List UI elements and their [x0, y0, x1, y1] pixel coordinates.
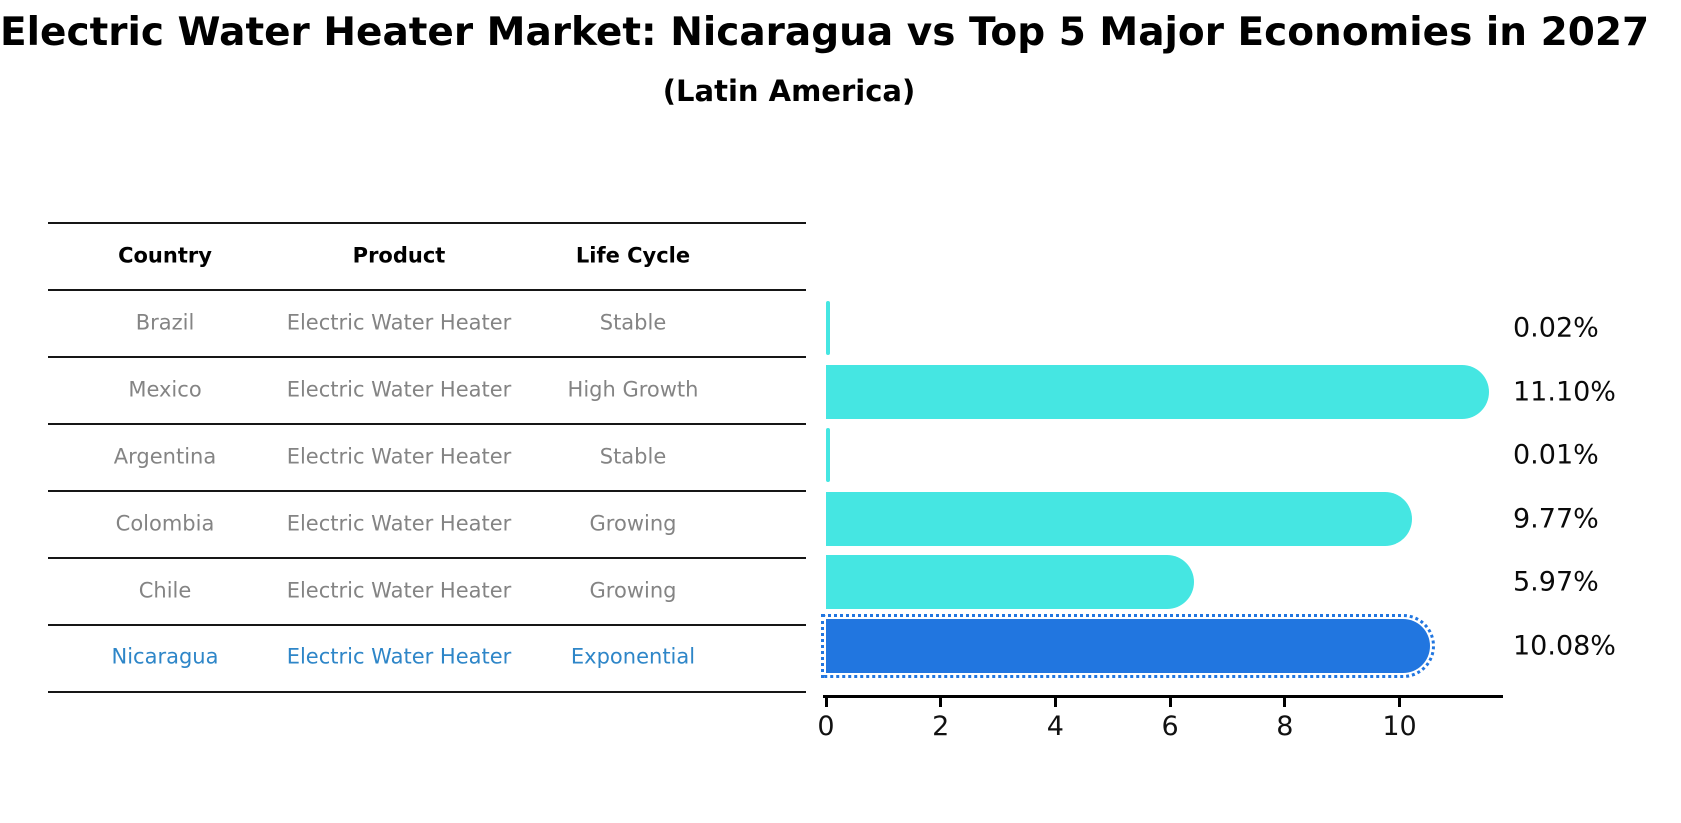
bar-colombia — [826, 492, 1413, 546]
value-label-colombia: 9.77% — [1513, 503, 1599, 535]
table-cell-colombia-life_cycle: Growing — [589, 511, 677, 536]
bar-brazil — [826, 301, 830, 355]
table-header-life-cycle: Life Cycle — [575, 243, 691, 268]
x-tick-label: 0 — [817, 711, 835, 742]
table-cell-brazil-life_cycle: Stable — [599, 310, 667, 335]
table-rule — [48, 624, 806, 626]
table-cell-argentina-life_cycle: Stable — [599, 444, 667, 469]
x-tick-mark — [1398, 697, 1401, 707]
x-tick-label: 8 — [1276, 711, 1294, 742]
value-label-argentina: 0.01% — [1513, 439, 1599, 471]
x-tick-mark — [1283, 697, 1287, 707]
x-tick-label: 2 — [932, 711, 950, 742]
table-cell-nicaragua-country: Nicaragua — [111, 644, 219, 669]
x-tick-label: 4 — [1046, 711, 1064, 742]
x-tick-mark — [939, 697, 943, 707]
x-tick-mark — [1168, 697, 1172, 707]
x-tick-label: 10 — [1382, 711, 1417, 742]
table-cell-chile-country: Chile — [138, 578, 192, 603]
bar-chile — [826, 555, 1195, 609]
chart-subtitle: (Latin America) — [662, 74, 916, 108]
table-cell-colombia-product: Electric Water Heater — [286, 511, 512, 536]
table-rule — [48, 222, 806, 224]
x-axis-line — [823, 695, 1503, 698]
table-rule — [48, 423, 806, 425]
chart-title: Electric Water Heater Market: Nicaragua … — [0, 10, 1650, 55]
x-tick-mark — [824, 697, 828, 707]
table-cell-brazil-product: Electric Water Heater — [286, 310, 512, 335]
value-label-nicaragua: 10.08% — [1513, 630, 1616, 662]
table-rule — [48, 691, 806, 693]
table-cell-nicaragua-product: Electric Water Heater — [286, 644, 512, 669]
table-rule — [48, 289, 806, 291]
table-cell-argentina-product: Electric Water Heater — [286, 444, 512, 469]
table-cell-mexico-life_cycle: High Growth — [567, 377, 699, 402]
value-label-chile: 5.97% — [1513, 566, 1599, 598]
bar-argentina — [826, 428, 830, 482]
table-cell-colombia-country: Colombia — [115, 511, 215, 536]
bar-nicaragua — [820, 614, 1436, 678]
table-cell-mexico-country: Mexico — [128, 377, 202, 402]
value-label-brazil: 0.02% — [1513, 312, 1599, 344]
table-cell-brazil-country: Brazil — [135, 310, 195, 335]
table-rule — [48, 557, 806, 559]
value-label-mexico: 11.10% — [1513, 376, 1616, 408]
table-header-product: Product — [352, 243, 446, 268]
table-cell-mexico-product: Electric Water Heater — [286, 377, 512, 402]
table-cell-chile-product: Electric Water Heater — [286, 578, 512, 603]
table-cell-argentina-country: Argentina — [113, 444, 217, 469]
bar-mexico — [826, 365, 1489, 419]
table-rule — [48, 356, 806, 358]
x-tick-mark — [1053, 697, 1057, 707]
table-cell-chile-life_cycle: Growing — [589, 578, 677, 603]
table-header-country: Country — [118, 243, 212, 268]
table-rule — [48, 490, 806, 492]
table-cell-nicaragua-life_cycle: Exponential — [570, 644, 696, 669]
x-tick-label: 6 — [1161, 711, 1179, 742]
